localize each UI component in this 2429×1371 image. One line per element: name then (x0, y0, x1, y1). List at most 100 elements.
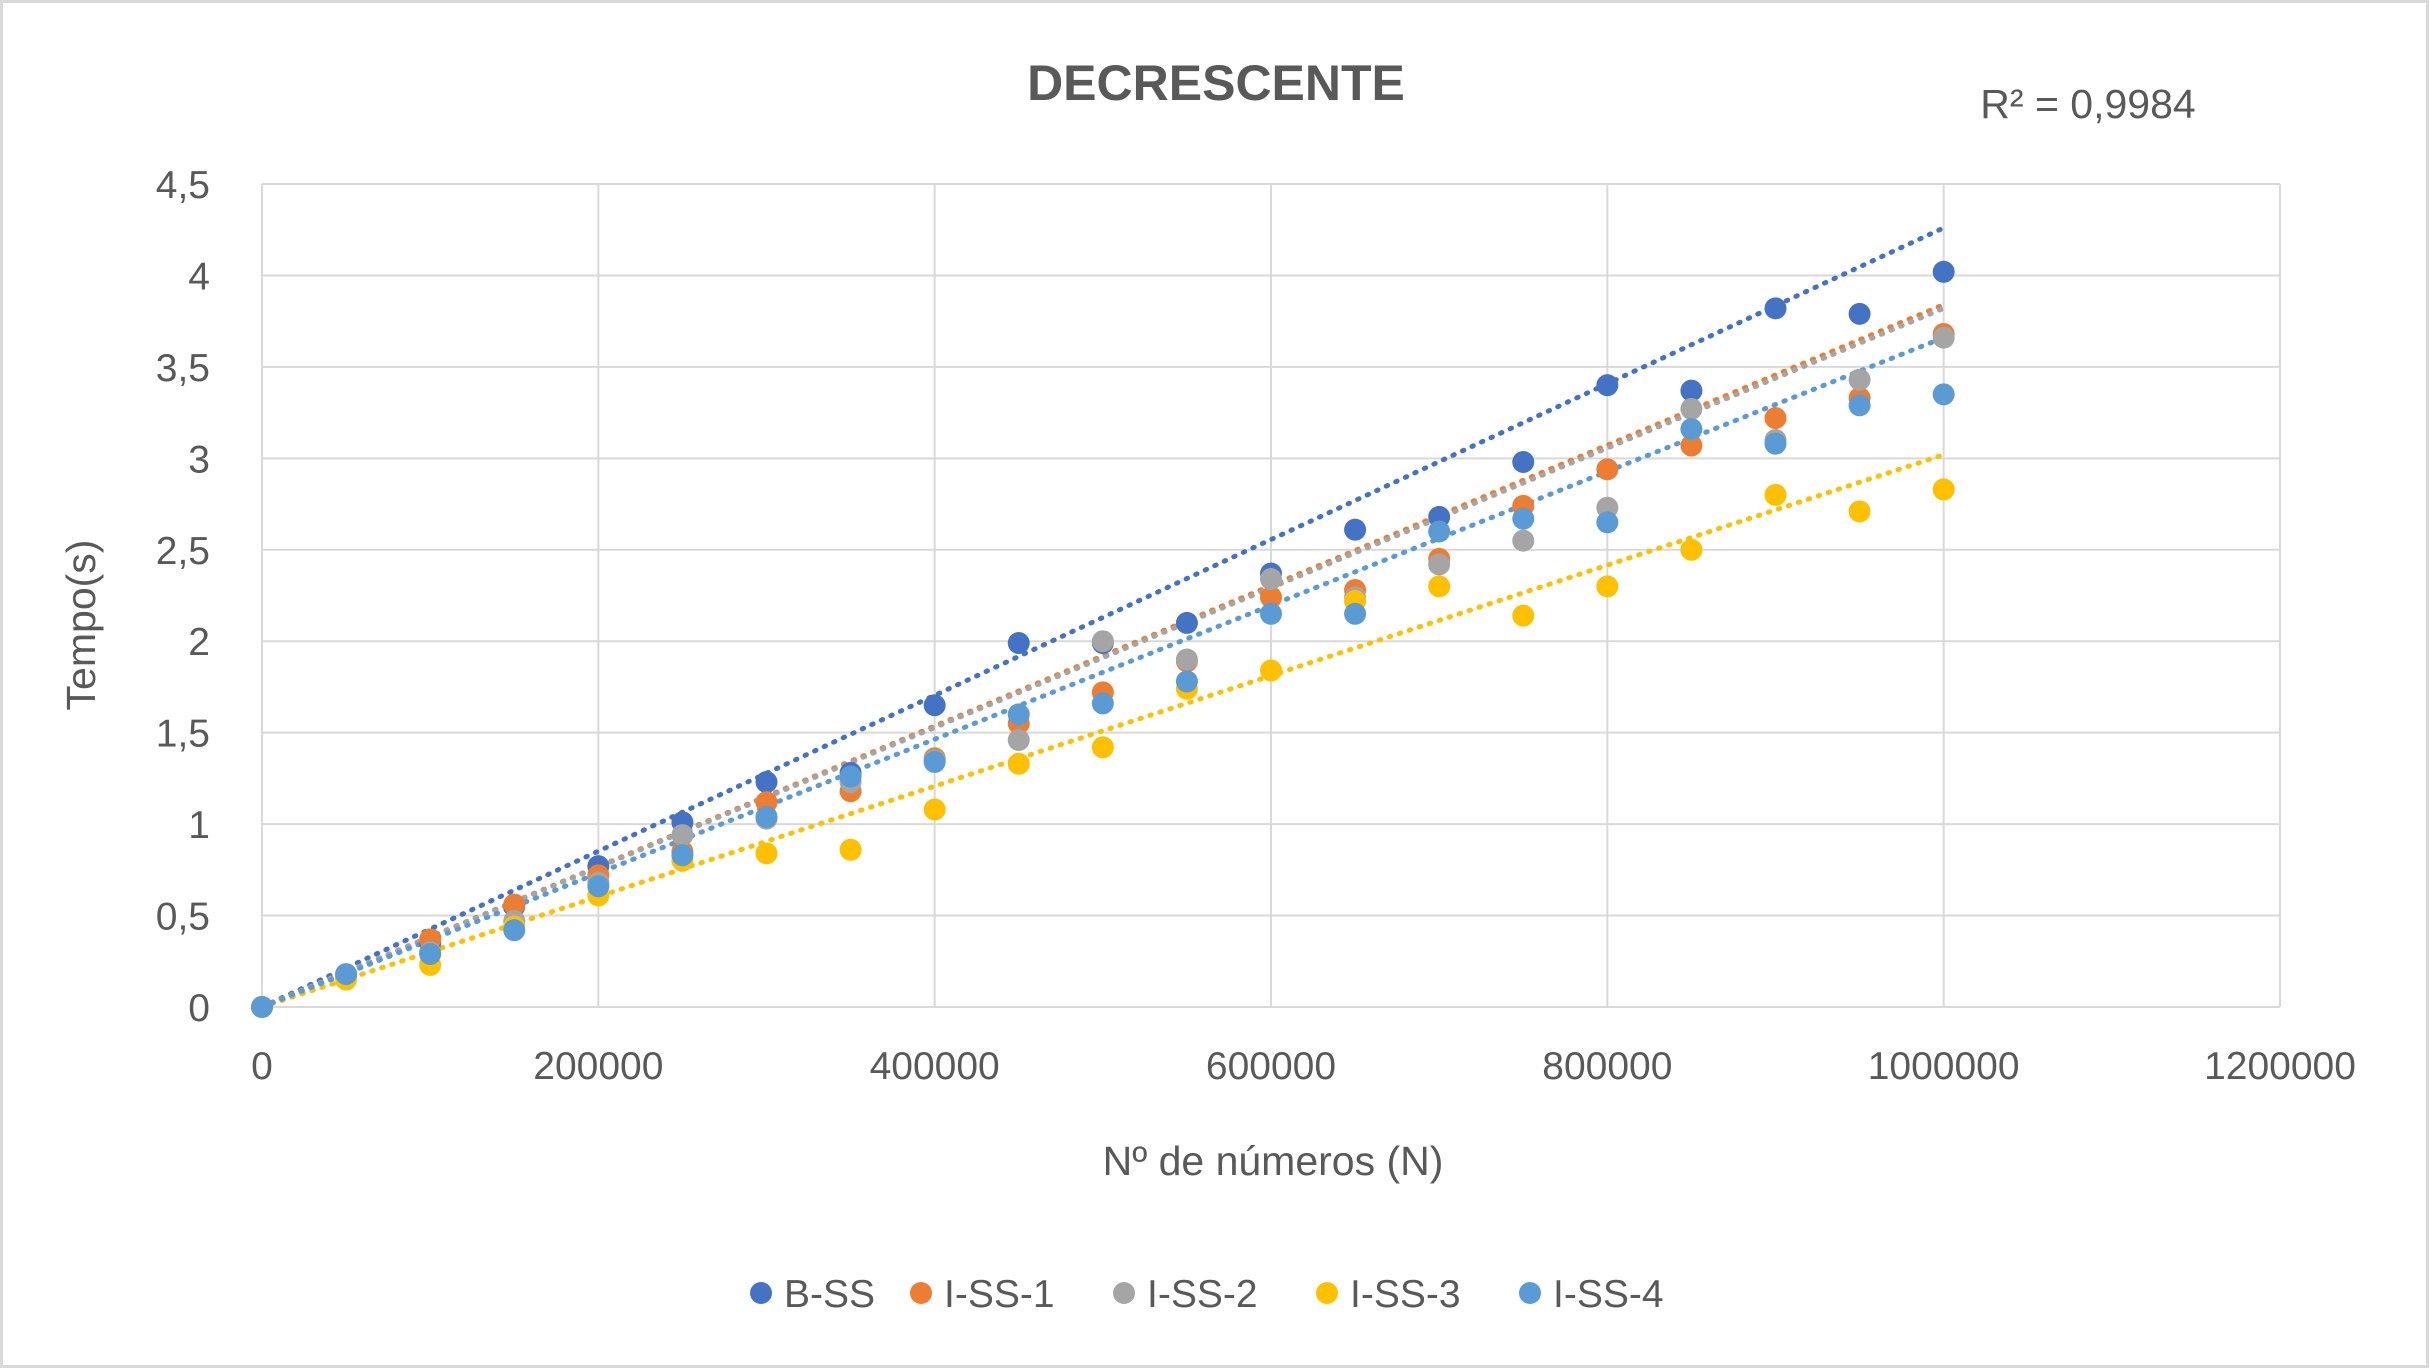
point-i-ss-2 (671, 824, 694, 847)
point-i-ss-4 (335, 963, 358, 986)
y-tick-label: 1 (188, 804, 210, 847)
point-b-ss (1848, 302, 1871, 325)
point-i-ss-4 (1764, 432, 1787, 455)
legend-marker (1113, 1282, 1135, 1304)
y-tick-label: 0 (188, 987, 210, 1030)
point-b-ss (1596, 374, 1619, 397)
point-i-ss-4 (251, 996, 273, 1018)
point-i-ss-4 (503, 919, 526, 942)
point-b-ss (1764, 297, 1787, 320)
point-b-ss (1512, 450, 1535, 473)
point-i-ss-4 (839, 765, 862, 788)
legend-item-b-ss: B-SS (750, 1273, 875, 1316)
x-tick-label: 200000 (533, 1045, 663, 1088)
point-i-ss-4 (1260, 602, 1282, 625)
legend-label: I-SS-1 (944, 1273, 1055, 1316)
x-axis-title: Nº de números (N) (1103, 1138, 1444, 1184)
legend-label: I-SS-2 (1147, 1273, 1258, 1316)
point-b-ss (1175, 611, 1198, 634)
x-tick-label: 1200000 (2204, 1045, 2356, 1088)
point-i-ss-3 (1848, 500, 1871, 523)
point-i-ss-2 (1428, 553, 1451, 576)
point-i-ss-3 (1764, 483, 1787, 506)
point-i-ss-4 (1680, 418, 1703, 441)
point-i-ss-4 (923, 750, 946, 773)
point-i-ss-4 (671, 844, 694, 867)
point-i-ss-2 (1848, 368, 1871, 391)
point-b-ss (1680, 379, 1703, 402)
y-tick-label: 4 (188, 255, 210, 298)
point-i-ss-3 (1260, 659, 1282, 682)
legend-label: I-SS-3 (1350, 1273, 1461, 1316)
point-i-ss-4 (1091, 692, 1114, 715)
legend-item-i-ss-3: I-SS-3 (1316, 1273, 1461, 1316)
point-i-ss-3 (1512, 604, 1535, 627)
x-tick-label: 600000 (1206, 1045, 1336, 1088)
legend-marker (750, 1282, 772, 1304)
point-b-ss (1007, 632, 1030, 655)
point-i-ss-2 (1512, 529, 1535, 552)
y-tick-label: 3,5 (156, 347, 210, 390)
point-b-ss (1344, 518, 1367, 541)
point-i-ss-2 (1680, 397, 1703, 420)
legend-marker (1316, 1282, 1338, 1304)
point-i-ss-3 (1596, 575, 1619, 598)
trendline-i-ss-2 (259, 305, 1947, 1010)
point-i-ss-4 (587, 875, 610, 898)
legend-item-i-ss-2: I-SS-2 (1113, 1273, 1258, 1316)
x-tick-label: 800000 (1542, 1045, 1672, 1088)
point-i-ss-2 (1007, 728, 1030, 751)
trendline-i-ss-4 (259, 335, 1947, 1010)
chart-canvas: DECRESCENTE R² = 0,9984 0 0,5 1 1,5 2 2,5 3 3,5… (58, 55, 2356, 1316)
x-axis-ticks: 0 200000 400000 600000 800000 1000000 1200000 (251, 1045, 2356, 1088)
point-i-ss-4 (1512, 507, 1535, 530)
y-axis-ticks: 0 0,5 1 1,5 2 2,5 3 3,5 4 4,5 (156, 164, 210, 1030)
legend-label: B-SS (784, 1273, 875, 1316)
y-tick-label: 0,5 (156, 896, 210, 939)
point-i-ss-2 (1932, 326, 1955, 349)
legend-marker (910, 1282, 932, 1304)
point-b-ss (755, 771, 778, 794)
x-tick-label: 0 (251, 1045, 273, 1088)
legend-item-i-ss-1: I-SS-1 (910, 1273, 1055, 1316)
point-i-ss-3 (1680, 538, 1703, 561)
point-i-ss-4 (1007, 703, 1030, 726)
point-i-ss-4 (1344, 602, 1367, 625)
point-i-ss-1 (1764, 407, 1787, 430)
legend: B-SS I-SS-1 I-SS-2 I-SS-3 I-SS-4 (750, 1273, 1664, 1316)
legend-label: I-SS-4 (1553, 1273, 1664, 1316)
y-axis-title: Tempo(s) (58, 540, 104, 711)
point-i-ss-3 (923, 798, 946, 821)
point-i-ss-4 (1932, 383, 1955, 406)
point-i-ss-3 (1932, 478, 1955, 501)
point-i-ss-3 (1428, 575, 1451, 598)
point-i-ss-2 (1260, 568, 1282, 591)
data-points (251, 260, 1955, 1018)
r-squared-annotation: R² = 0,9984 (1980, 81, 2195, 127)
point-i-ss-4 (1596, 511, 1619, 534)
point-i-ss-4 (755, 805, 778, 828)
point-i-ss-3 (1091, 736, 1114, 759)
point-i-ss-4 (1848, 394, 1871, 417)
point-b-ss (923, 694, 946, 717)
chart-title: DECRESCENTE (1027, 55, 1405, 111)
point-i-ss-1 (1680, 434, 1703, 457)
point-i-ss-4 (1175, 670, 1198, 693)
y-tick-label: 4,5 (156, 164, 210, 207)
x-tick-label: 400000 (870, 1045, 1000, 1088)
point-b-ss (1932, 260, 1955, 283)
trendline-i-ss-3 (259, 452, 1947, 1010)
point-i-ss-1 (503, 893, 526, 916)
point-i-ss-3 (1007, 752, 1030, 775)
point-i-ss-4 (1428, 520, 1451, 543)
point-i-ss-3 (755, 842, 778, 865)
y-tick-label: 3 (188, 438, 210, 481)
point-i-ss-4 (419, 942, 442, 965)
trendline-b-ss (259, 225, 1947, 1010)
y-tick-label: 2 (188, 621, 210, 664)
legend-item-i-ss-4: I-SS-4 (1519, 1273, 1664, 1316)
point-i-ss-3 (839, 838, 862, 861)
y-tick-label: 2,5 (156, 530, 210, 573)
point-i-ss-1 (1596, 458, 1619, 481)
legend-marker (1519, 1282, 1541, 1304)
